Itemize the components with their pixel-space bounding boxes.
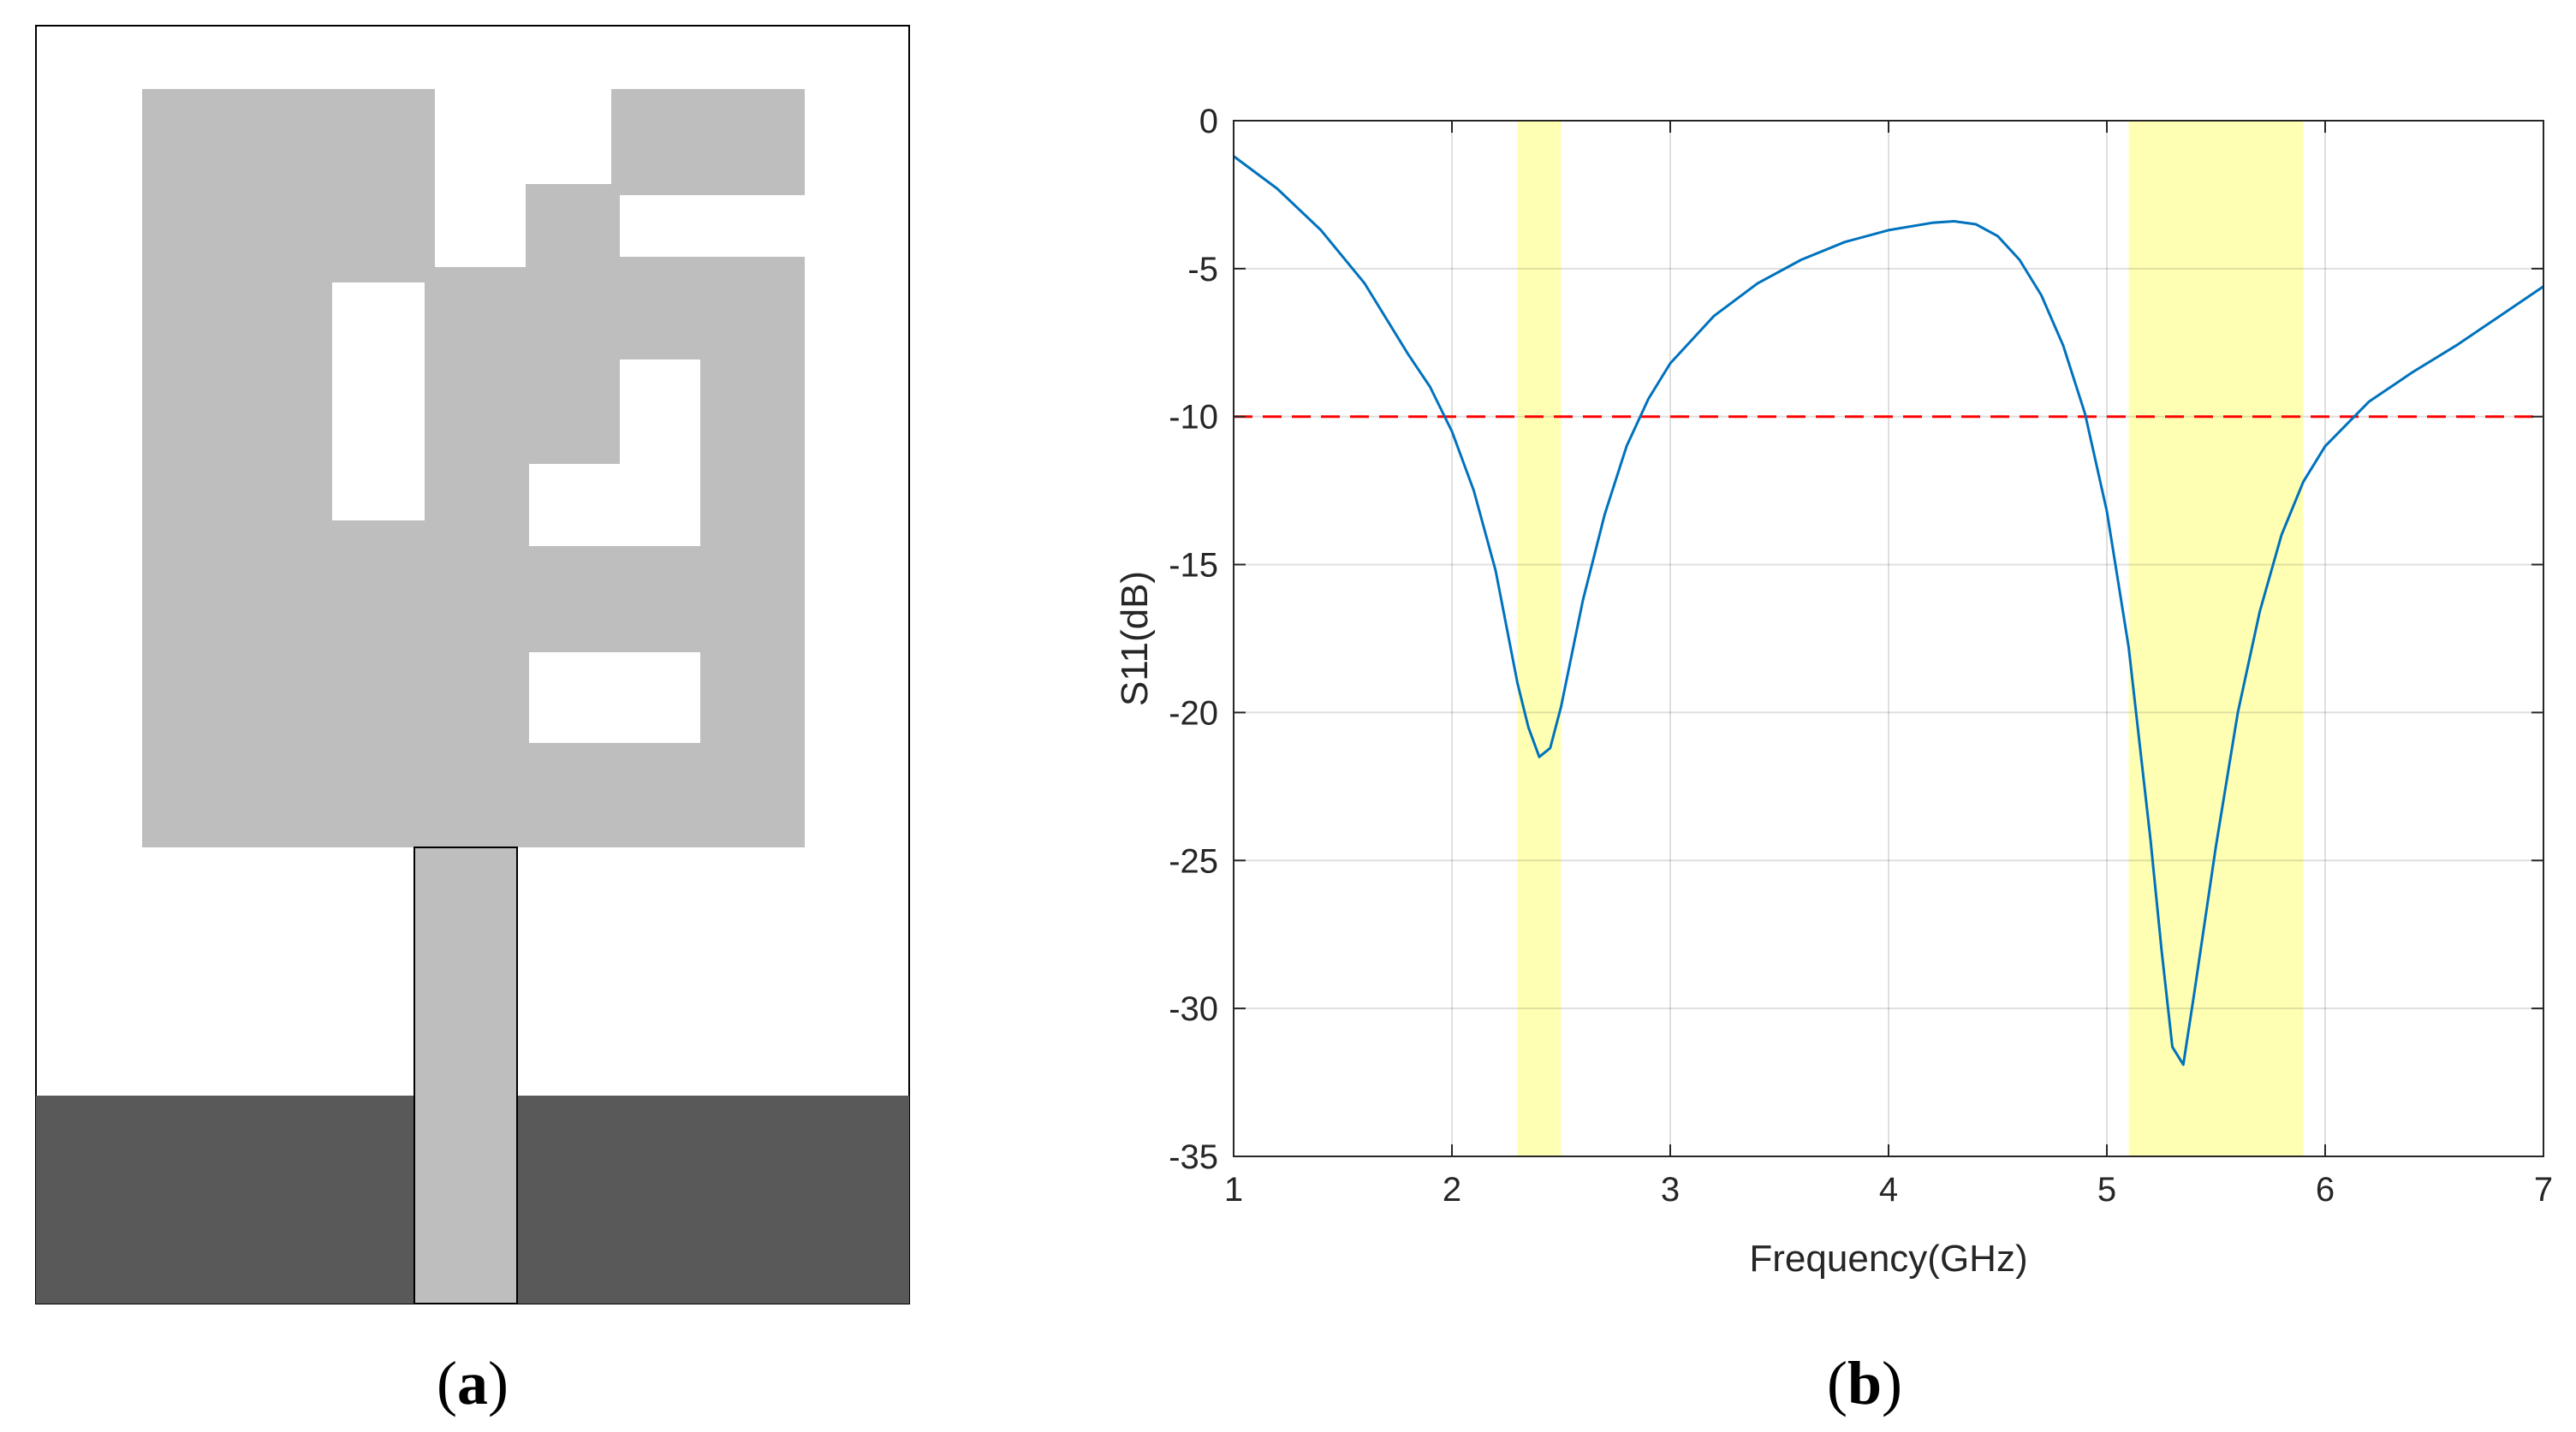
- antenna-geometry-panel: (a): [35, 25, 910, 1417]
- x-tick-label: 3: [1661, 1171, 1680, 1209]
- y-tick-label: -5: [1187, 251, 1218, 288]
- highlight-band-1: [1517, 121, 1562, 1156]
- y-tick-label: -30: [1169, 990, 1218, 1028]
- plot-area-background: [1234, 121, 2543, 1156]
- axis-ticks: [1233, 120, 2544, 1157]
- x-tick-labels: 1 2 3 4 5 6 7: [1224, 1171, 2553, 1209]
- x-tick-label: 1: [1224, 1171, 1243, 1209]
- x-axis-title: Frequency(GHz): [1749, 1238, 2027, 1280]
- feed-line: [413, 847, 518, 1304]
- y-axis-title: S11(dB): [1114, 571, 1156, 706]
- highlight-band-2: [2128, 121, 2304, 1156]
- x-tick-label: 7: [2534, 1171, 2553, 1209]
- y-tick-label: -20: [1169, 694, 1218, 732]
- x-tick-label: 6: [2316, 1171, 2335, 1209]
- y-tick-label: -15: [1169, 547, 1218, 585]
- panel-a-label: (a): [437, 1349, 509, 1417]
- grid-lines: [1234, 121, 2543, 1156]
- series-line-1: [1233, 155, 2544, 1067]
- panel-b-label: (b): [1827, 1349, 1902, 1417]
- y-tick-label: -25: [1169, 842, 1218, 880]
- x-tick-label: 4: [1879, 1171, 1898, 1209]
- y-tick-label: -35: [1169, 1138, 1218, 1176]
- highlight-bands: [1517, 121, 2304, 1156]
- x-tick-label: 5: [2097, 1171, 2116, 1209]
- y-tick-labels: 0 -5 -10 -15 -20 -25 -30 -35: [1169, 103, 1218, 1176]
- x-tick-label: 2: [1443, 1171, 1461, 1209]
- patch-slot-l-shape: [529, 359, 700, 546]
- patch-slot-bottom: [529, 652, 700, 743]
- s11-chart-panel: 1 2 3 4 5 6 7 0 -5 -10 -15 -20 -25 -30 -35 Frequency(…: [1114, 103, 2553, 1417]
- y-tick-label: 0: [1199, 103, 1218, 140]
- y-tick-label: -10: [1169, 399, 1218, 437]
- series-group: [1233, 155, 2544, 1067]
- patch-slot-left: [332, 282, 425, 520]
